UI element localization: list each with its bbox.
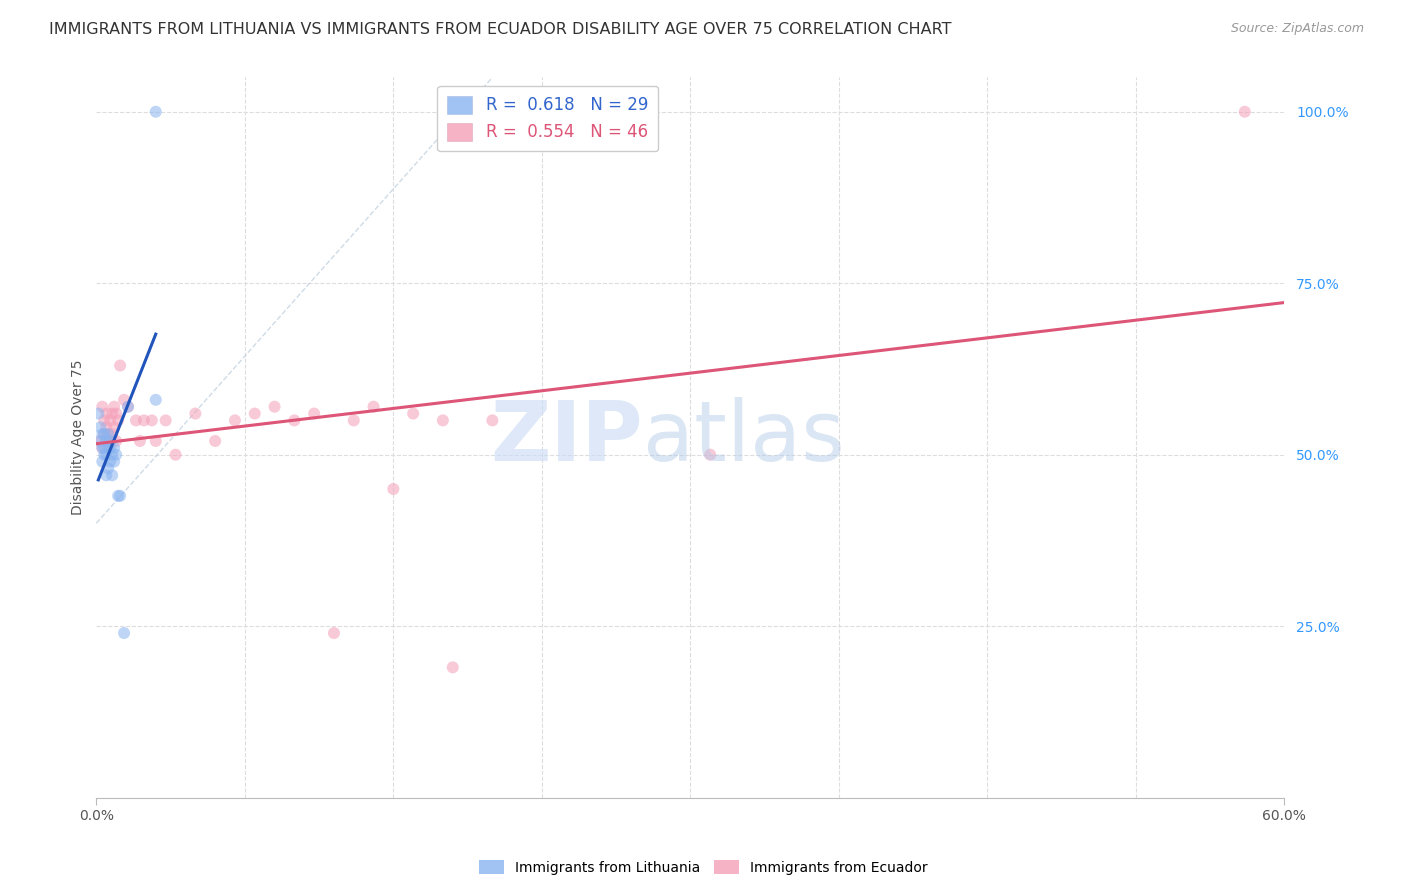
Point	[96, 434, 118, 448]
Point	[204, 434, 226, 448]
Point	[441, 660, 464, 674]
Point	[263, 400, 285, 414]
Point	[145, 434, 167, 448]
Point	[103, 420, 125, 434]
Point	[97, 441, 120, 455]
Point	[97, 427, 120, 442]
Point	[87, 407, 110, 421]
Point	[283, 413, 305, 427]
Point	[98, 454, 121, 468]
Point	[165, 448, 187, 462]
Point	[93, 441, 115, 455]
Text: ZIP: ZIP	[491, 397, 643, 478]
Point	[107, 489, 129, 503]
Point	[402, 407, 425, 421]
Point	[96, 434, 118, 448]
Point	[105, 448, 128, 462]
Point	[323, 626, 346, 640]
Point	[1233, 104, 1256, 119]
Y-axis label: Disability Age Over 75: Disability Age Over 75	[72, 359, 86, 516]
Point	[105, 434, 128, 448]
Point	[97, 441, 120, 455]
Point	[103, 454, 125, 468]
Point	[108, 489, 131, 503]
Text: IMMIGRANTS FROM LITHUANIA VS IMMIGRANTS FROM ECUADOR DISABILITY AGE OVER 75 CORR: IMMIGRANTS FROM LITHUANIA VS IMMIGRANTS …	[49, 22, 952, 37]
Point	[112, 626, 135, 640]
Point	[117, 400, 139, 414]
Point	[382, 482, 405, 496]
Point	[96, 468, 118, 483]
Point	[96, 448, 118, 462]
Point	[101, 468, 124, 483]
Point	[155, 413, 177, 427]
Point	[302, 407, 325, 421]
Point	[97, 461, 120, 475]
Point	[108, 359, 131, 373]
Point	[101, 427, 124, 442]
Point	[97, 427, 120, 442]
Point	[93, 427, 115, 442]
Point	[101, 407, 124, 421]
Point	[103, 441, 125, 455]
Point	[89, 434, 111, 448]
Point	[91, 454, 114, 468]
Point	[93, 427, 115, 442]
Point	[98, 434, 121, 448]
Point	[432, 413, 454, 427]
Point	[184, 407, 207, 421]
Point	[125, 413, 148, 427]
Legend: Immigrants from Lithuania, Immigrants from Ecuador: Immigrants from Lithuania, Immigrants fr…	[472, 855, 934, 880]
Point	[699, 448, 721, 462]
Text: Source: ZipAtlas.com: Source: ZipAtlas.com	[1230, 22, 1364, 36]
Point	[107, 413, 129, 427]
Point	[145, 104, 167, 119]
Point	[224, 413, 246, 427]
Point	[89, 420, 111, 434]
Point	[141, 413, 163, 427]
Point	[93, 448, 115, 462]
Point	[117, 400, 139, 414]
Point	[112, 392, 135, 407]
Point	[98, 413, 121, 427]
Point	[101, 448, 124, 462]
Point	[89, 434, 111, 448]
Point	[363, 400, 385, 414]
Point	[132, 413, 155, 427]
Point	[96, 407, 118, 421]
Text: atlas: atlas	[643, 397, 845, 478]
Point	[93, 413, 115, 427]
Point	[105, 407, 128, 421]
Point	[91, 441, 114, 455]
Point	[129, 434, 152, 448]
Point	[243, 407, 266, 421]
Point	[91, 441, 114, 455]
Point	[98, 434, 121, 448]
Point	[96, 420, 118, 434]
Point	[481, 413, 503, 427]
Point	[98, 441, 121, 455]
Point	[145, 392, 167, 407]
Point	[91, 400, 114, 414]
Point	[103, 400, 125, 414]
Point	[343, 413, 366, 427]
Legend: R =  0.618   N = 29, R =  0.554   N = 46: R = 0.618 N = 29, R = 0.554 N = 46	[437, 86, 658, 152]
Point	[91, 427, 114, 442]
